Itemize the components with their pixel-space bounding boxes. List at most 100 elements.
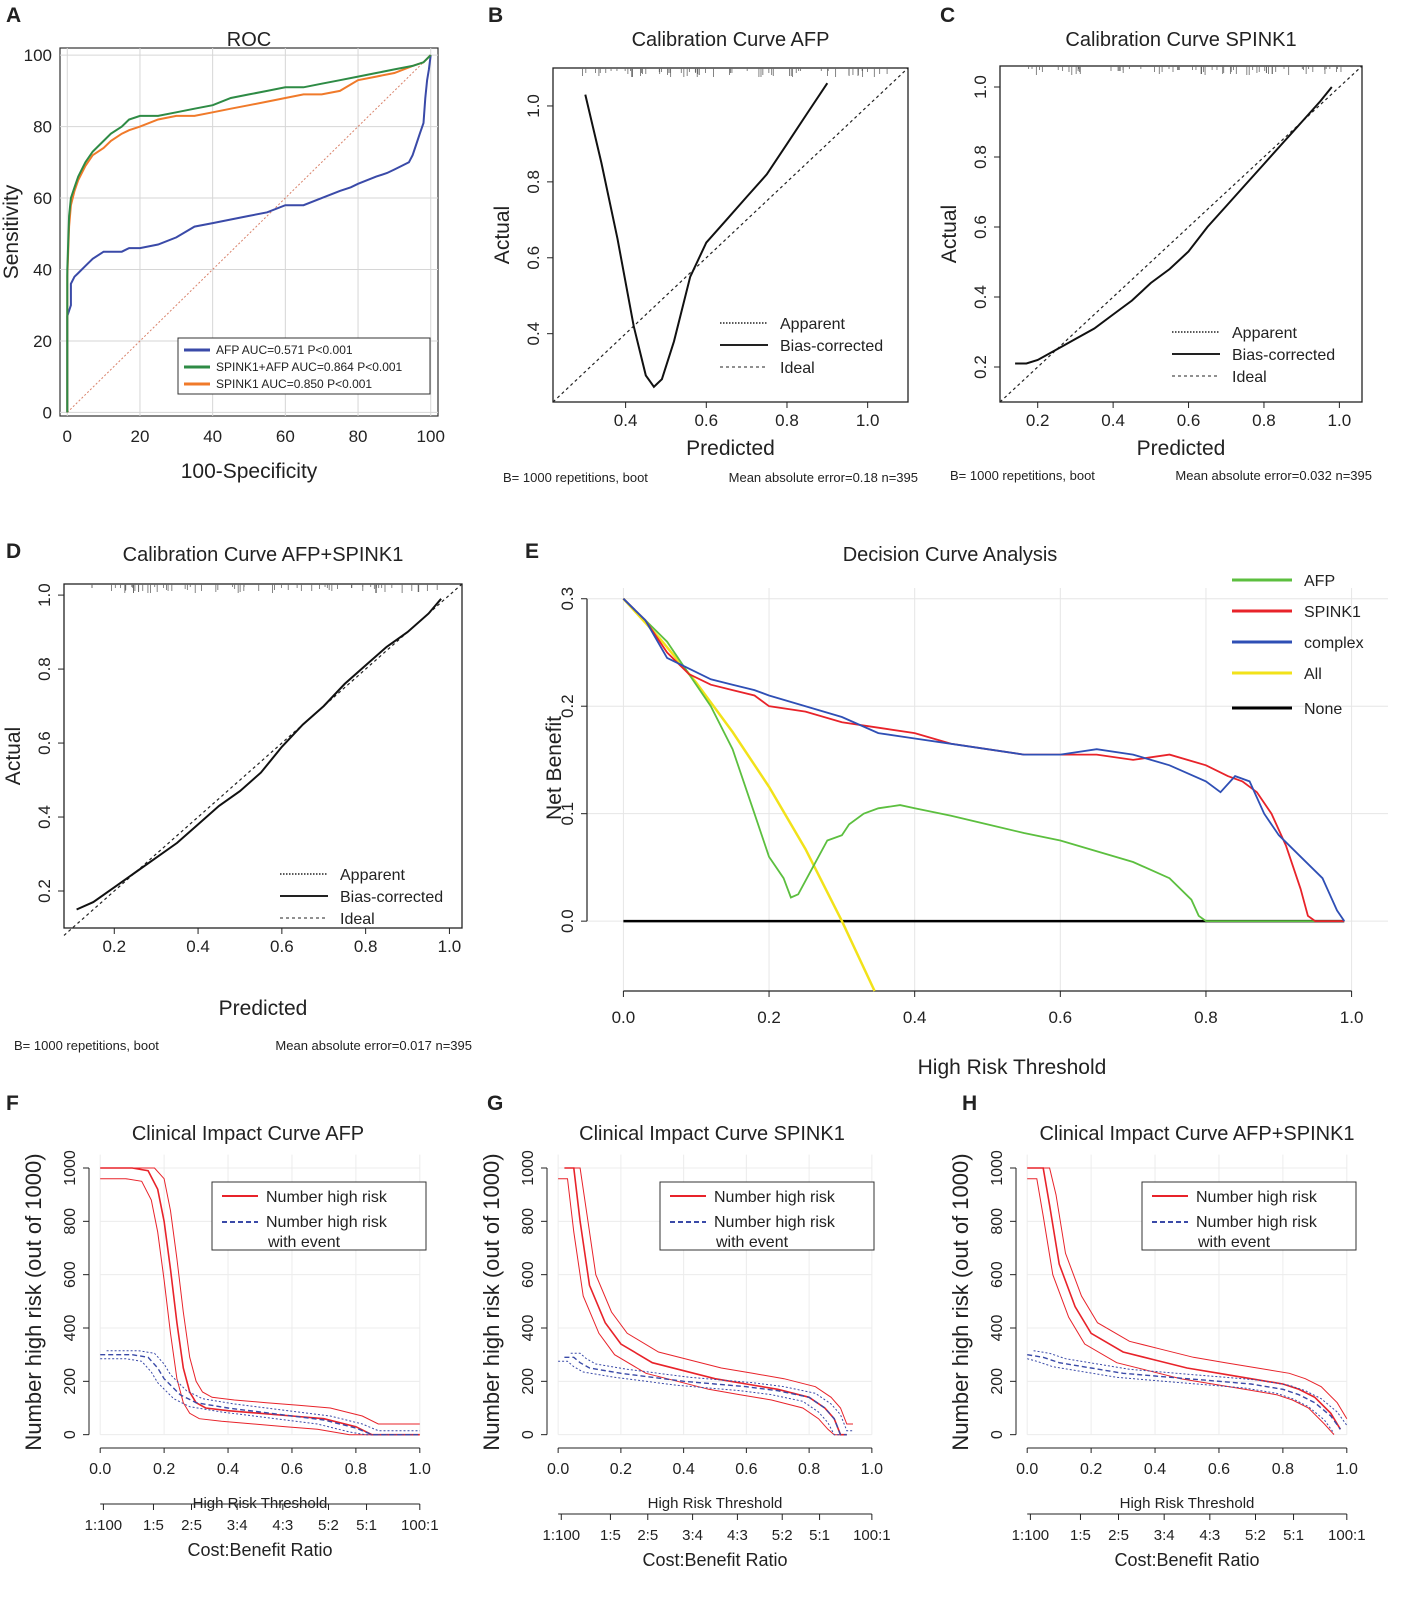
ratio-tick-label-f: 1:100: [85, 1517, 123, 1534]
x-tick-label-g: 0.8: [798, 1461, 820, 1478]
x-tick-label-h: 0.8: [1272, 1461, 1294, 1478]
x-axis-label-e: High Risk Threshold: [918, 1056, 1107, 1079]
legend-label-e: SPINK1: [1304, 604, 1361, 621]
event-lower-ci-g: [558, 1360, 841, 1436]
panel-label-d: D: [6, 540, 21, 563]
dca-line-complex: [622, 598, 1346, 922]
legend-label-h: Number high risk: [1196, 1189, 1318, 1206]
panel-c: C Calibration Curve SPINK1 0.2 0.4 0.6 0.8 1.0…: [938, 4, 1372, 483]
y-tick-label-b: 0.8: [524, 170, 543, 194]
legend-label-a: SPINK1+AFP AUC=0.864 P<0.001: [216, 360, 403, 374]
panel-label-g: G: [487, 1092, 503, 1115]
x-axis-label-g: High Risk Threshold: [648, 1495, 783, 1512]
x-tick-label-c: 0.4: [1101, 411, 1125, 430]
x-tick-label-a: 80: [349, 427, 368, 446]
plot-frame-d: [63, 583, 463, 929]
x-tick-label-e: 0.0: [612, 1008, 636, 1027]
high-risk-lower-ci-f: [100, 1178, 414, 1436]
legend-label-e: AFP: [1304, 573, 1335, 590]
footer-left-d: B= 1000 repetitions, boot: [14, 1038, 159, 1053]
y-tick-label-h: 800: [989, 1208, 1006, 1235]
high-risk-upper-ci-g: [570, 1167, 853, 1425]
x-tick-label-b: 0.8: [775, 411, 799, 430]
plot-frame-a: [59, 47, 439, 417]
bias-corrected-line-d: [76, 598, 442, 911]
x-tick-label-g: 0.6: [735, 1461, 757, 1478]
roc-line-spink1-afp: [66, 54, 432, 413]
ratio-tick-label-g: 4:3: [727, 1527, 748, 1544]
legend-label-d: Apparent: [340, 867, 405, 884]
x-tick-label-h: 1.0: [1336, 1461, 1358, 1478]
chart-title-h: Clinical Impact Curve AFP+SPINK1: [1039, 1123, 1354, 1145]
legend-label-e: None: [1304, 701, 1342, 718]
high-risk-line-h: [1027, 1167, 1342, 1430]
x-axis-label-c: Predicted: [1137, 437, 1226, 460]
legend-label-d: Ideal: [340, 911, 375, 928]
ratio-tick-label-f: 4:3: [272, 1517, 293, 1534]
legend-label-d: Bias-corrected: [340, 889, 443, 906]
roc-line-spink1: [66, 54, 432, 413]
x-tick-label-g: 0.0: [547, 1461, 569, 1478]
ideal-line-c: [999, 65, 1363, 403]
y-tick-label-e: 0.1: [558, 802, 577, 826]
x-tick-label-d: 1.0: [438, 937, 462, 956]
footer-right-d: Mean absolute error=0.017 n=395: [275, 1038, 472, 1053]
x-tick-label-d: 0.4: [186, 937, 210, 956]
y-tick-label-g: 400: [520, 1315, 537, 1342]
y-tick-label-h: 0: [989, 1430, 1006, 1439]
x-axis-label-b: Predicted: [686, 437, 775, 460]
legend-label-g: Number high risk: [714, 1189, 836, 1206]
roc-line-reference: [66, 54, 432, 413]
x-tick-label-f: 0.0: [89, 1461, 111, 1478]
chart-title-c: Calibration Curve SPINK1: [1065, 29, 1296, 51]
legend-box-a: [177, 337, 431, 395]
ratio-tick-label-f: 2:5: [181, 1517, 202, 1534]
ratio-tick-label-f: 5:2: [318, 1517, 339, 1534]
x-tick-label-g: 1.0: [861, 1461, 883, 1478]
panel-f: F Clinical Impact Curve AFP 0.0 0.2 0.4 0.6 0.…: [6, 1092, 439, 1560]
ratio-tick-label-g: 1:5: [600, 1527, 621, 1544]
y-tick-label-e: 0.0: [558, 909, 577, 933]
panel-label-c: C: [940, 4, 955, 27]
y-tick-label-c: 0.8: [971, 145, 990, 169]
ratio-tick-label-g: 100:1: [853, 1527, 891, 1544]
y-tick-label-f: 0: [62, 1430, 79, 1439]
x-tick-label-f: 0.4: [217, 1461, 239, 1478]
panel-b: B Calibration Curve AFP 0.4 0.6 0.8 1.0 0.4 0.6…: [488, 4, 918, 485]
chart-title-g: Clinical Impact Curve SPINK1: [579, 1123, 845, 1145]
x-axis-label-h: High Risk Threshold: [1120, 1495, 1255, 1512]
footer-left-c: B= 1000 repetitions, boot: [950, 468, 1095, 483]
panel-a: A ROC 00 20 20 40 40 60 60 80 80 100 100 100-Specific…: [0, 4, 445, 483]
y-tick-label-b: 0.4: [524, 322, 543, 346]
x-axis-label-a: 100-Specificity: [181, 460, 318, 483]
y-tick-label-f: 400: [62, 1315, 79, 1342]
y-axis-label-a: Sensitivity: [0, 184, 23, 279]
y-tick-label-d: 0.8: [35, 657, 54, 681]
x-tick-label-e: 0.2: [757, 1008, 781, 1027]
x-tick-label-d: 0.8: [354, 937, 378, 956]
ratio-axis-label-f: Cost:Benefit Ratio: [187, 1540, 332, 1560]
panel-d: D Calibration Curve AFP+SPINK1 0.2 0.4 0.6 0.…: [2, 540, 472, 1053]
x-tick-label-c: 0.8: [1252, 411, 1276, 430]
ratio-tick-label-f: 3:4: [227, 1517, 248, 1534]
footer-right-c: Mean absolute error=0.032 n=395: [1175, 468, 1372, 483]
legend-label-b: Ideal: [780, 360, 815, 377]
high-risk-lower-ci-g: [558, 1178, 841, 1436]
chart-title-f: Clinical Impact Curve AFP: [132, 1123, 364, 1145]
y-tick-label-g: 1000: [520, 1150, 537, 1186]
footer-left-b: B= 1000 repetitions, boot: [503, 470, 648, 485]
x-tick-label-f: 0.8: [345, 1461, 367, 1478]
legend-label-b: Bias-corrected: [780, 338, 883, 355]
y-axis-label-d: Actual: [2, 727, 25, 785]
ratio-tick-label-g: 1:100: [543, 1527, 581, 1544]
y-tick-label-h: 1000: [989, 1150, 1006, 1186]
ratio-tick-label-h: 3:4: [1154, 1527, 1175, 1544]
x-tick-label-f: 1.0: [409, 1461, 431, 1478]
ratio-tick-label-g: 5:1: [809, 1527, 830, 1544]
x-tick-label-e: 0.6: [1048, 1008, 1072, 1027]
dca-line-all: [622, 597, 876, 992]
event-lower-ci-h: [1027, 1358, 1335, 1434]
legend-label-f: Number high risk: [266, 1214, 388, 1231]
x-tick-label-d: 0.6: [270, 937, 294, 956]
